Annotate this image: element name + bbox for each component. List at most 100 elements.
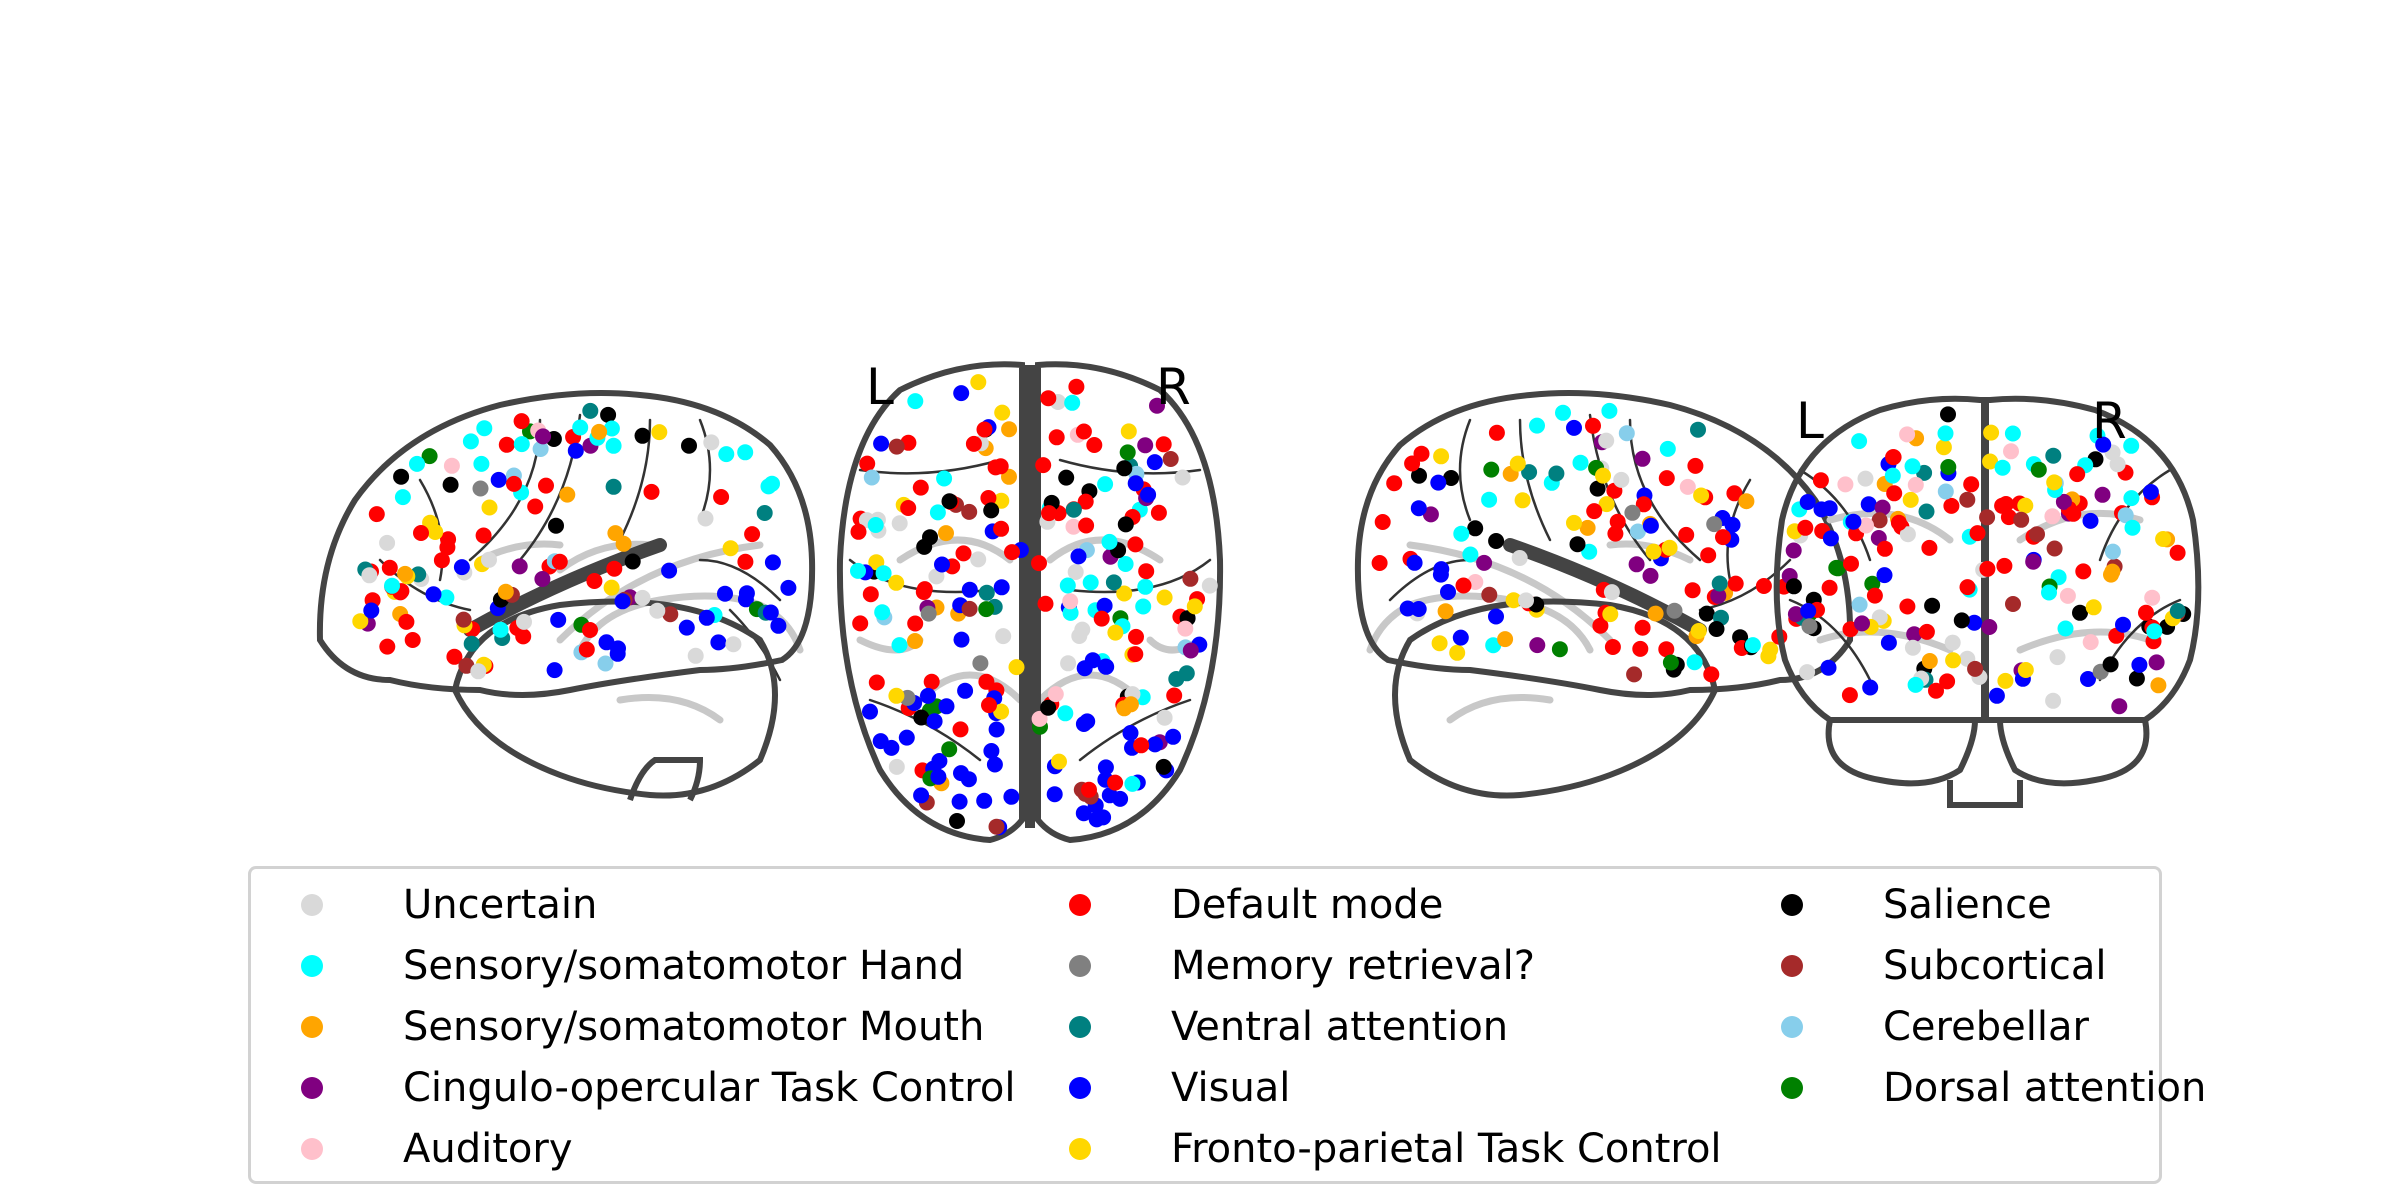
node-marker xyxy=(606,560,623,577)
node-marker xyxy=(1511,550,1528,566)
node-marker xyxy=(1700,547,1717,564)
node-marker xyxy=(951,793,968,810)
node-marker xyxy=(891,515,908,532)
node-marker xyxy=(2169,544,2186,561)
legend-marker xyxy=(1781,1077,1803,1099)
node-marker xyxy=(506,475,522,492)
node-marker xyxy=(1996,557,2013,574)
node-marker xyxy=(1449,644,1466,661)
node-marker xyxy=(873,435,890,452)
node-marker xyxy=(1147,736,1163,753)
node-marker xyxy=(1004,544,1020,561)
node-marker xyxy=(1628,556,1645,573)
node-marker xyxy=(1937,425,1954,442)
node-marker xyxy=(867,517,884,533)
legend-label: Cerebellar xyxy=(1883,1004,2089,1050)
node-marker xyxy=(986,756,1003,773)
node-marker xyxy=(2017,497,2034,514)
node-marker xyxy=(2155,531,2172,547)
left-sagittal-temporal-lobe xyxy=(451,598,778,799)
node-marker xyxy=(421,448,438,465)
node-marker xyxy=(957,682,974,699)
legend-label: Salience xyxy=(1883,882,2052,928)
node-marker xyxy=(913,709,930,726)
node-marker xyxy=(888,574,905,591)
node-marker xyxy=(2044,508,2061,525)
node-marker xyxy=(1065,518,1082,535)
node-marker xyxy=(1983,424,2000,441)
node-marker xyxy=(1051,753,1067,770)
node-marker xyxy=(1666,602,1683,619)
node-marker xyxy=(1851,596,1868,613)
node-marker xyxy=(1787,606,1804,623)
legend-label: Uncertain xyxy=(403,882,598,928)
node-marker xyxy=(1509,455,1526,472)
node-marker xyxy=(1437,603,1454,620)
node-marker xyxy=(1186,598,1203,615)
node-marker xyxy=(409,455,425,472)
node-marker xyxy=(1924,597,1941,614)
legend-item-salience: Salience xyxy=(1781,877,2052,933)
node-marker xyxy=(1518,592,1534,609)
node-marker xyxy=(936,470,953,487)
legend-marker xyxy=(301,1138,323,1160)
node-marker xyxy=(722,540,739,557)
node-marker xyxy=(1800,603,1817,619)
node-marker xyxy=(1703,666,1720,683)
node-marker xyxy=(874,604,891,621)
coronal-view xyxy=(1773,395,2202,808)
node-marker xyxy=(1598,432,1615,449)
legend-marker xyxy=(301,1077,323,1099)
node-marker xyxy=(1662,654,1679,671)
node-marker xyxy=(1871,512,1888,529)
node-marker xyxy=(497,583,514,600)
node-marker xyxy=(972,655,989,672)
legend-label: Cingulo-opercular Task Control xyxy=(403,1065,1016,1111)
node-marker xyxy=(2017,662,2034,678)
node-marker xyxy=(2085,599,2102,616)
node-marker xyxy=(1921,653,1938,669)
node-marker xyxy=(548,517,564,534)
node-marker xyxy=(1822,530,1839,547)
node-marker xyxy=(470,663,487,680)
node-marker xyxy=(1876,540,1893,557)
node-marker xyxy=(1071,628,1088,644)
node-marker xyxy=(1156,709,1173,726)
node-marker xyxy=(1843,555,1859,572)
node-marker xyxy=(1078,517,1095,534)
legend-marker xyxy=(1069,894,1091,916)
node-marker xyxy=(994,404,1011,421)
node-marker xyxy=(1602,606,1619,623)
node-marker xyxy=(922,529,938,546)
node-marker xyxy=(398,613,415,630)
node-marker xyxy=(961,600,978,617)
node-marker xyxy=(863,469,880,486)
node-marker xyxy=(397,565,414,582)
node-marker xyxy=(1604,639,1621,655)
node-marker xyxy=(2059,587,2076,604)
node-marker xyxy=(1579,519,1596,536)
node-marker xyxy=(425,586,442,603)
node-marker xyxy=(738,585,755,602)
legend-item-uncertain: Uncertain xyxy=(301,877,597,933)
node-marker xyxy=(1678,526,1695,543)
node-marker xyxy=(1966,614,1983,631)
node-marker xyxy=(888,438,905,455)
node-marker xyxy=(888,758,905,775)
node-marker xyxy=(1659,440,1676,457)
node-marker xyxy=(490,471,507,488)
node-marker xyxy=(1899,426,1916,443)
node-marker xyxy=(1112,790,1129,807)
node-marker xyxy=(1062,593,1079,610)
legend-item-memory-retrieval: Memory retrieval? xyxy=(1069,938,1535,994)
node-marker xyxy=(1937,483,1954,500)
node-marker xyxy=(978,601,995,618)
node-marker xyxy=(941,741,958,758)
node-marker xyxy=(1940,406,1956,423)
node-marker xyxy=(1107,774,1124,791)
node-marker xyxy=(1135,598,1152,615)
node-marker xyxy=(551,553,568,570)
node-marker xyxy=(1122,696,1139,713)
node-marker xyxy=(1452,629,1469,646)
node-marker xyxy=(2148,654,2165,671)
